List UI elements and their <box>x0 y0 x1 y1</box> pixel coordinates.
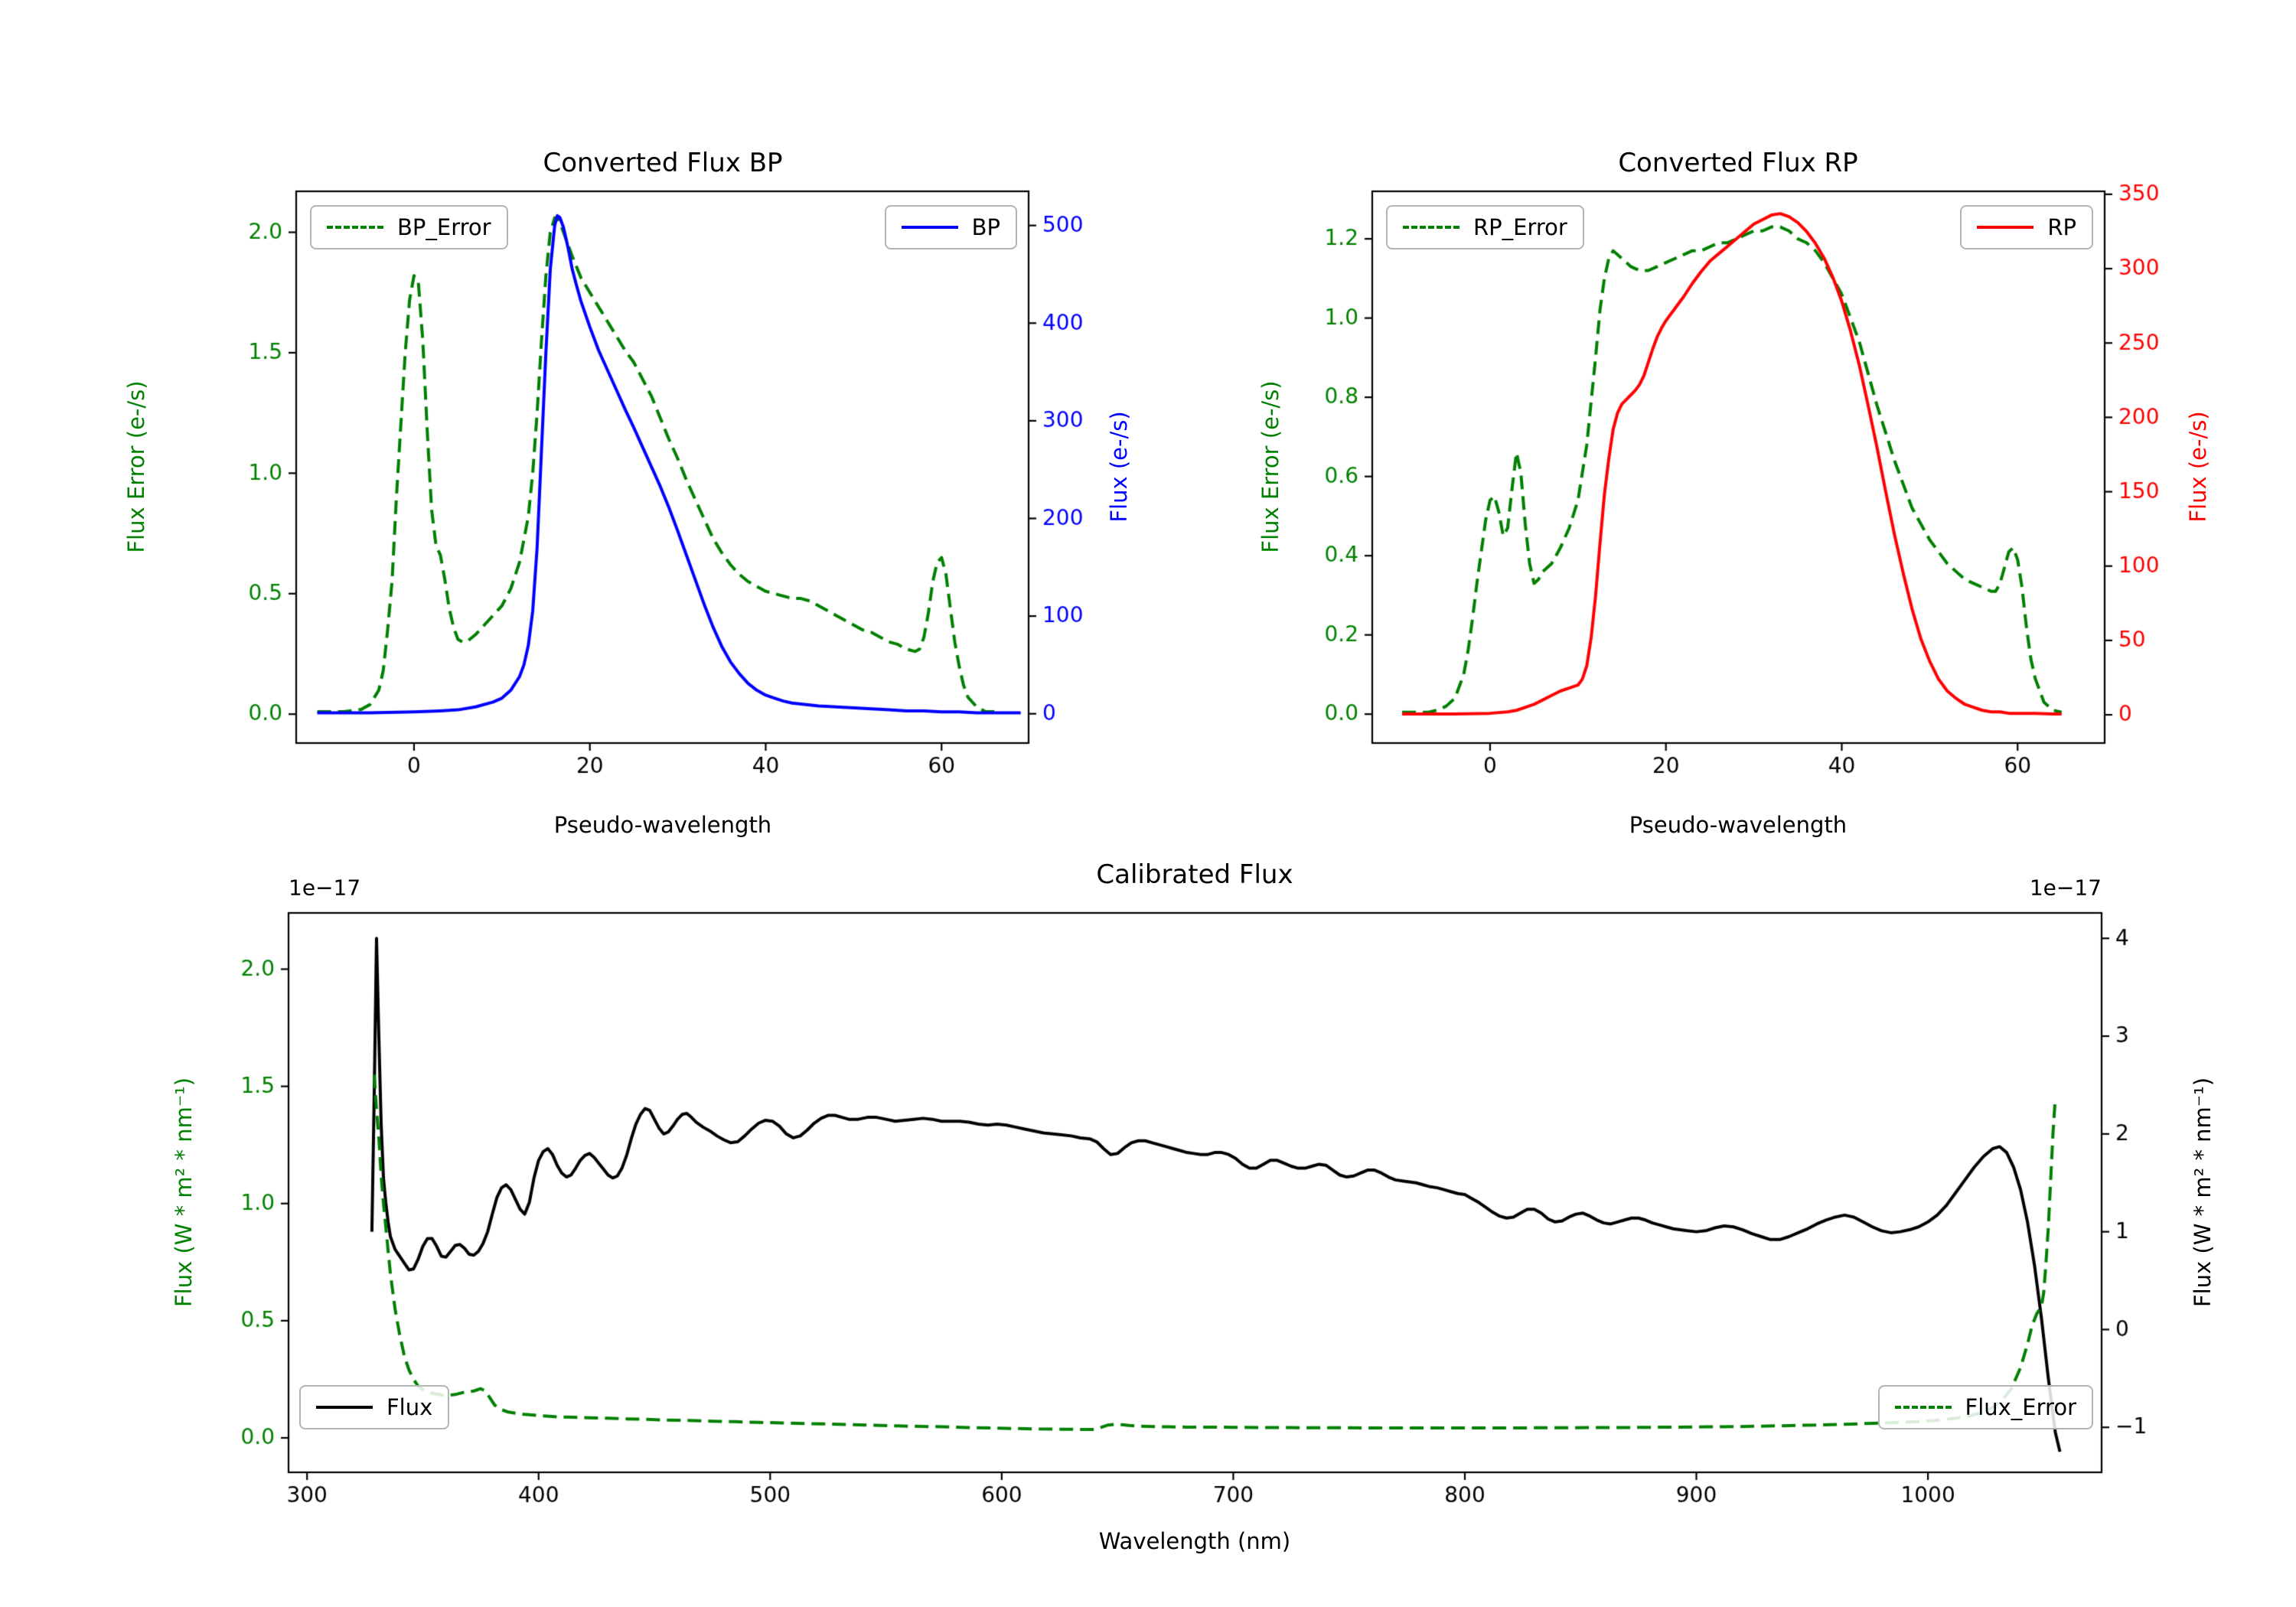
bp-xlabel: Pseudo-wavelength <box>553 812 772 838</box>
calibrated-ylabel-right: Flux (W * m² * nm⁻¹) <box>2190 1077 2216 1308</box>
bp-title: Converted Flux BP <box>543 148 783 178</box>
flux-error-legend-line-icon <box>1894 1406 1952 1409</box>
rp-legend-label: RP <box>2047 214 2076 240</box>
rp-legend-line-icon <box>1977 226 2034 229</box>
bp-error-legend-line-icon <box>327 226 383 229</box>
rp-ylabel-right: Flux (e-/s) <box>2185 411 2211 523</box>
calibrated-offset-left: 1e−17 <box>289 875 361 901</box>
bp-error-legend-label: BP_Error <box>397 214 491 240</box>
calibrated-ylabel-left: Flux (W * m² * nm⁻¹) <box>171 1077 197 1308</box>
bp-legend-label: BP <box>971 214 1000 240</box>
rp-error-legend: RP_Error <box>1386 205 1584 249</box>
flux-legend-label: Flux <box>386 1394 433 1420</box>
flux-error-legend-label: Flux_Error <box>1965 1394 2076 1420</box>
flux-legend-line-icon <box>316 1406 373 1409</box>
rp-error-legend-line-icon <box>1403 226 1459 229</box>
calibrated-offset-right: 1e−17 <box>2029 875 2102 901</box>
rp-xlabel: Pseudo-wavelength <box>1629 812 1848 838</box>
bp-error-legend: BP_Error <box>310 205 508 249</box>
rp-error-legend-label: RP_Error <box>1473 214 1567 240</box>
rp-ylabel-left: Flux Error (e-/s) <box>1257 380 1283 553</box>
rp-legend: RP <box>1960 205 2093 249</box>
bp-legend: BP <box>884 205 1017 249</box>
flux-error-legend: Flux_Error <box>1877 1385 2093 1429</box>
rp-title: Converted Flux RP <box>1618 148 1858 178</box>
calibrated-title: Calibrated Flux <box>1096 859 1293 890</box>
calibrated-xlabel: Wavelength (nm) <box>1098 1528 1291 1554</box>
bp-ylabel-right: Flux (e-/s) <box>1106 411 1132 523</box>
bp-ylabel-left: Flux Error (e-/s) <box>123 380 149 553</box>
bp-legend-line-icon <box>901 226 958 229</box>
flux-legend: Flux <box>299 1385 450 1429</box>
